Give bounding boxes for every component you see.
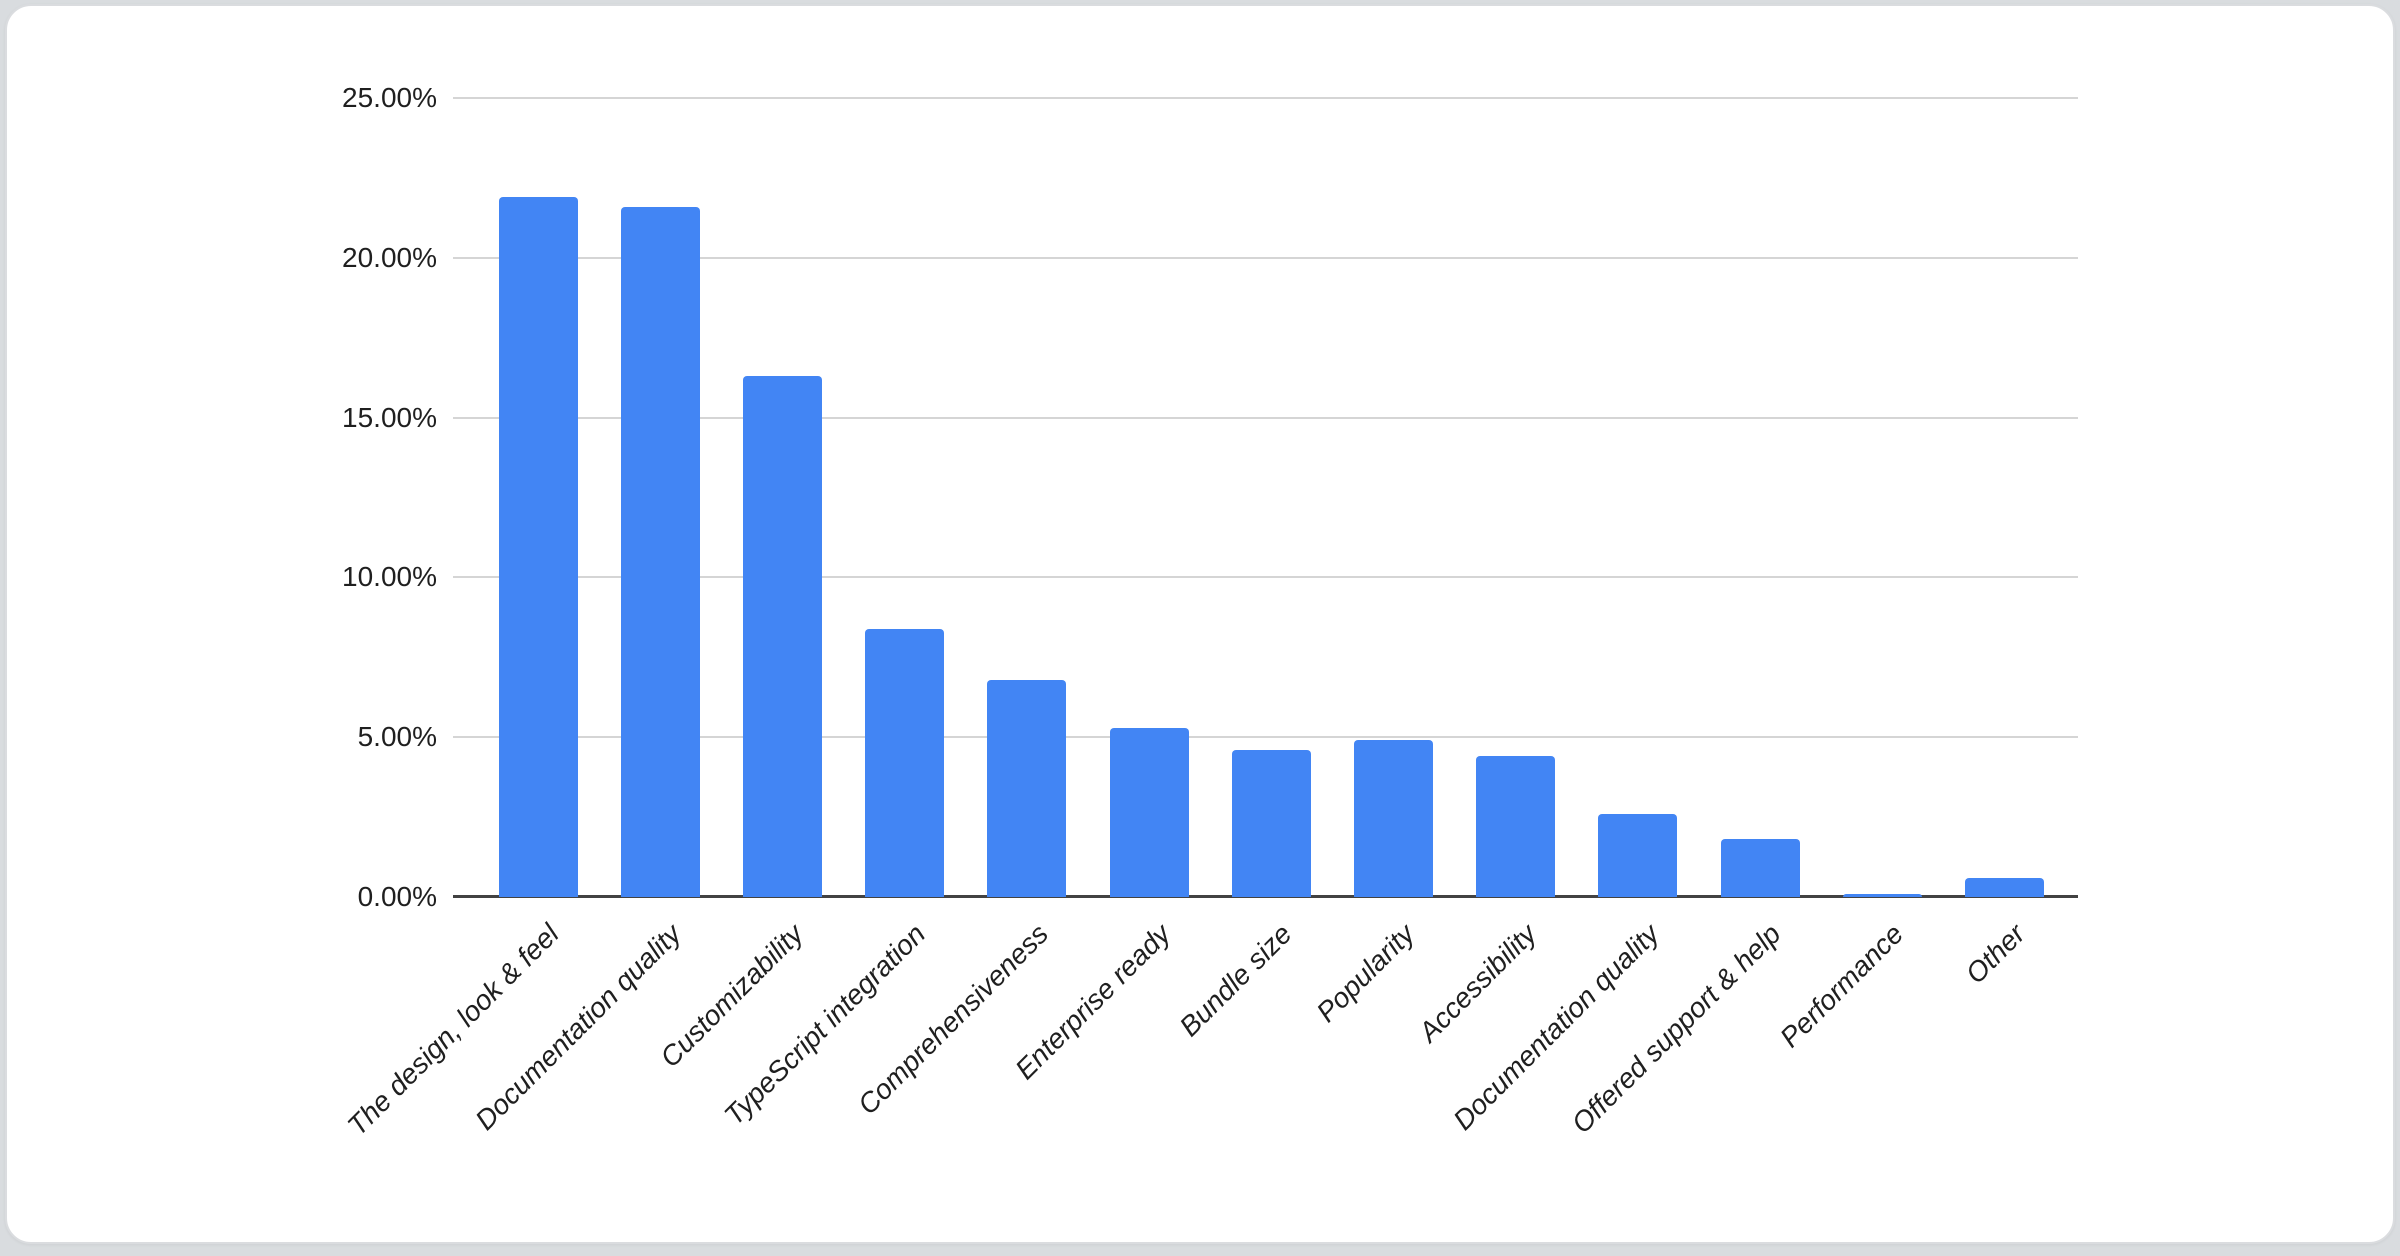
bar[interactable]: [1598, 813, 1678, 897]
bar[interactable]: [1964, 877, 2044, 897]
bar[interactable]: [498, 197, 578, 897]
bar[interactable]: [865, 628, 945, 897]
bar[interactable]: [742, 376, 822, 897]
chart-card: [5, 4, 2395, 1244]
bar[interactable]: [1109, 727, 1189, 897]
bar[interactable]: [620, 206, 700, 897]
bar[interactable]: [1720, 839, 1800, 897]
bar[interactable]: [1842, 893, 1922, 897]
bar[interactable]: [987, 679, 1067, 897]
bar[interactable]: [1353, 740, 1433, 897]
bar[interactable]: [1231, 749, 1311, 897]
bar[interactable]: [1476, 756, 1556, 897]
